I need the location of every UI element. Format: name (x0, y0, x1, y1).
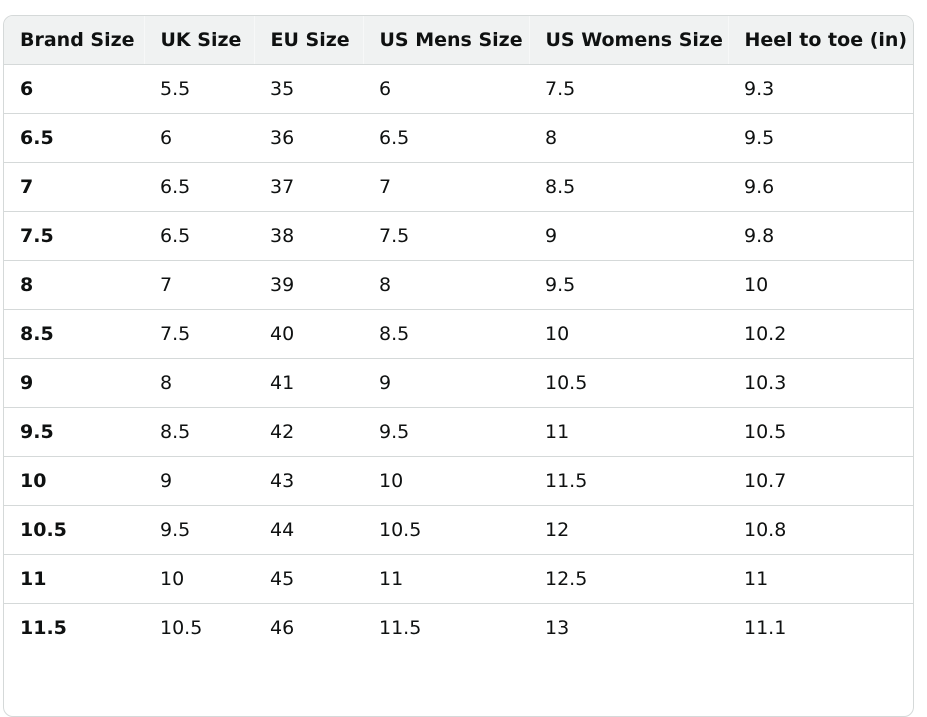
eu-size-cell: 38 (254, 211, 363, 261)
uk-size-cell: 6.5 (144, 162, 254, 212)
table-row: 10 9 43 10 11.5 10.7 (4, 456, 913, 506)
us-mens-size-cell: 9 (363, 358, 529, 408)
eu-size-cell: 42 (254, 407, 363, 457)
eu-size-cell: 36 (254, 113, 363, 163)
table-row: 8 7 39 8 9.5 10 (4, 260, 913, 310)
brand-size-cell: 6 (4, 64, 144, 114)
uk-size-cell: 9 (144, 456, 254, 506)
uk-size-cell: 10 (144, 554, 254, 604)
us-mens-size-cell: 7.5 (363, 211, 529, 261)
heel-to-toe-cell: 10.7 (728, 456, 913, 506)
heel-to-toe-cell: 9.8 (728, 211, 913, 261)
brand-size-cell: 10 (4, 456, 144, 506)
us-womens-size-cell: 13 (529, 603, 728, 652)
eu-size-cell: 40 (254, 309, 363, 359)
table-row: 10.5 9.5 44 10.5 12 10.8 (4, 505, 913, 555)
eu-size-cell: 37 (254, 162, 363, 212)
table-row: 6 5.5 35 6 7.5 9.3 (4, 64, 913, 114)
us-mens-size-cell: 11 (363, 554, 529, 604)
us-womens-size-cell: 7.5 (529, 64, 728, 114)
brand-size-cell: 8.5 (4, 309, 144, 359)
heel-to-toe-cell: 11 (728, 554, 913, 604)
us-mens-size-cell: 8.5 (363, 309, 529, 359)
us-womens-size-cell: 12.5 (529, 554, 728, 604)
us-womens-size-cell: 9 (529, 211, 728, 261)
us-womens-size-cell: 11 (529, 407, 728, 457)
us-womens-size-cell: 8 (529, 113, 728, 163)
header-us-womens-size: US Womens Size (528, 16, 728, 65)
eu-size-cell: 45 (254, 554, 363, 604)
table-row: 7 6.5 37 7 8.5 9.6 (4, 162, 913, 212)
eu-size-cell: 44 (254, 505, 363, 555)
uk-size-cell: 7.5 (144, 309, 254, 359)
us-womens-size-cell: 12 (529, 505, 728, 555)
eu-size-cell: 41 (254, 358, 363, 408)
brand-size-cell: 9 (4, 358, 144, 408)
heel-to-toe-cell: 9.6 (728, 162, 913, 212)
header-us-mens-size: US Mens Size (362, 16, 529, 65)
header-uk-size: UK Size (143, 16, 254, 65)
header-eu-size: EU Size (253, 16, 363, 65)
uk-size-cell: 8.5 (144, 407, 254, 457)
table-row: 8.5 7.5 40 8.5 10 10.2 (4, 309, 913, 359)
header-brand-size: Brand Size (4, 16, 144, 65)
us-mens-size-cell: 6 (363, 64, 529, 114)
eu-size-cell: 39 (254, 260, 363, 310)
us-womens-size-cell: 8.5 (529, 162, 728, 212)
size-chart-table: Brand Size UK Size EU Size US Mens Size … (4, 16, 913, 652)
heel-to-toe-cell: 10.8 (728, 505, 913, 555)
heel-to-toe-cell: 11.1 (728, 603, 913, 652)
uk-size-cell: 7 (144, 260, 254, 310)
uk-size-cell: 8 (144, 358, 254, 408)
uk-size-cell: 10.5 (144, 603, 254, 652)
us-mens-size-cell: 10 (363, 456, 529, 506)
table-row: 11 10 45 11 12.5 11 (4, 554, 913, 604)
eu-size-cell: 46 (254, 603, 363, 652)
table-row: 9 8 41 9 10.5 10.3 (4, 358, 913, 408)
header-heel-to-toe: Heel to toe (in) (727, 16, 913, 65)
brand-size-cell: 7.5 (4, 211, 144, 261)
us-womens-size-cell: 9.5 (529, 260, 728, 310)
us-mens-size-cell: 11.5 (363, 603, 529, 652)
table-row: 6.5 6 36 6.5 8 9.5 (4, 113, 913, 163)
size-chart-table-container: Brand Size UK Size EU Size US Mens Size … (3, 15, 914, 717)
us-womens-size-cell: 10 (529, 309, 728, 359)
table-row: 11.5 10.5 46 11.5 13 11.1 (4, 603, 913, 652)
heel-to-toe-cell: 9.3 (728, 64, 913, 114)
brand-size-cell: 10.5 (4, 505, 144, 555)
uk-size-cell: 6 (144, 113, 254, 163)
brand-size-cell: 9.5 (4, 407, 144, 457)
uk-size-cell: 5.5 (144, 64, 254, 114)
table-body: 6 5.5 35 6 7.5 9.3 6.5 6 36 6.5 8 9.5 7 6.5 37 7 8.5 9.6 7… (4, 64, 913, 652)
heel-to-toe-cell: 10.3 (728, 358, 913, 408)
us-mens-size-cell: 8 (363, 260, 529, 310)
brand-size-cell: 7 (4, 162, 144, 212)
heel-to-toe-cell: 10 (728, 260, 913, 310)
us-mens-size-cell: 6.5 (363, 113, 529, 163)
table-row: 7.5 6.5 38 7.5 9 9.8 (4, 211, 913, 261)
brand-size-cell: 11 (4, 554, 144, 604)
us-womens-size-cell: 11.5 (529, 456, 728, 506)
uk-size-cell: 9.5 (144, 505, 254, 555)
brand-size-cell: 8 (4, 260, 144, 310)
us-mens-size-cell: 9.5 (363, 407, 529, 457)
us-womens-size-cell: 10.5 (529, 358, 728, 408)
brand-size-cell: 6.5 (4, 113, 144, 163)
heel-to-toe-cell: 10.2 (728, 309, 913, 359)
eu-size-cell: 35 (254, 64, 363, 114)
heel-to-toe-cell: 10.5 (728, 407, 913, 457)
brand-size-cell: 11.5 (4, 603, 144, 652)
us-mens-size-cell: 7 (363, 162, 529, 212)
table-header-row: Brand Size UK Size EU Size US Mens Size … (4, 16, 913, 65)
us-mens-size-cell: 10.5 (363, 505, 529, 555)
table-row: 9.5 8.5 42 9.5 11 10.5 (4, 407, 913, 457)
uk-size-cell: 6.5 (144, 211, 254, 261)
eu-size-cell: 43 (254, 456, 363, 506)
heel-to-toe-cell: 9.5 (728, 113, 913, 163)
